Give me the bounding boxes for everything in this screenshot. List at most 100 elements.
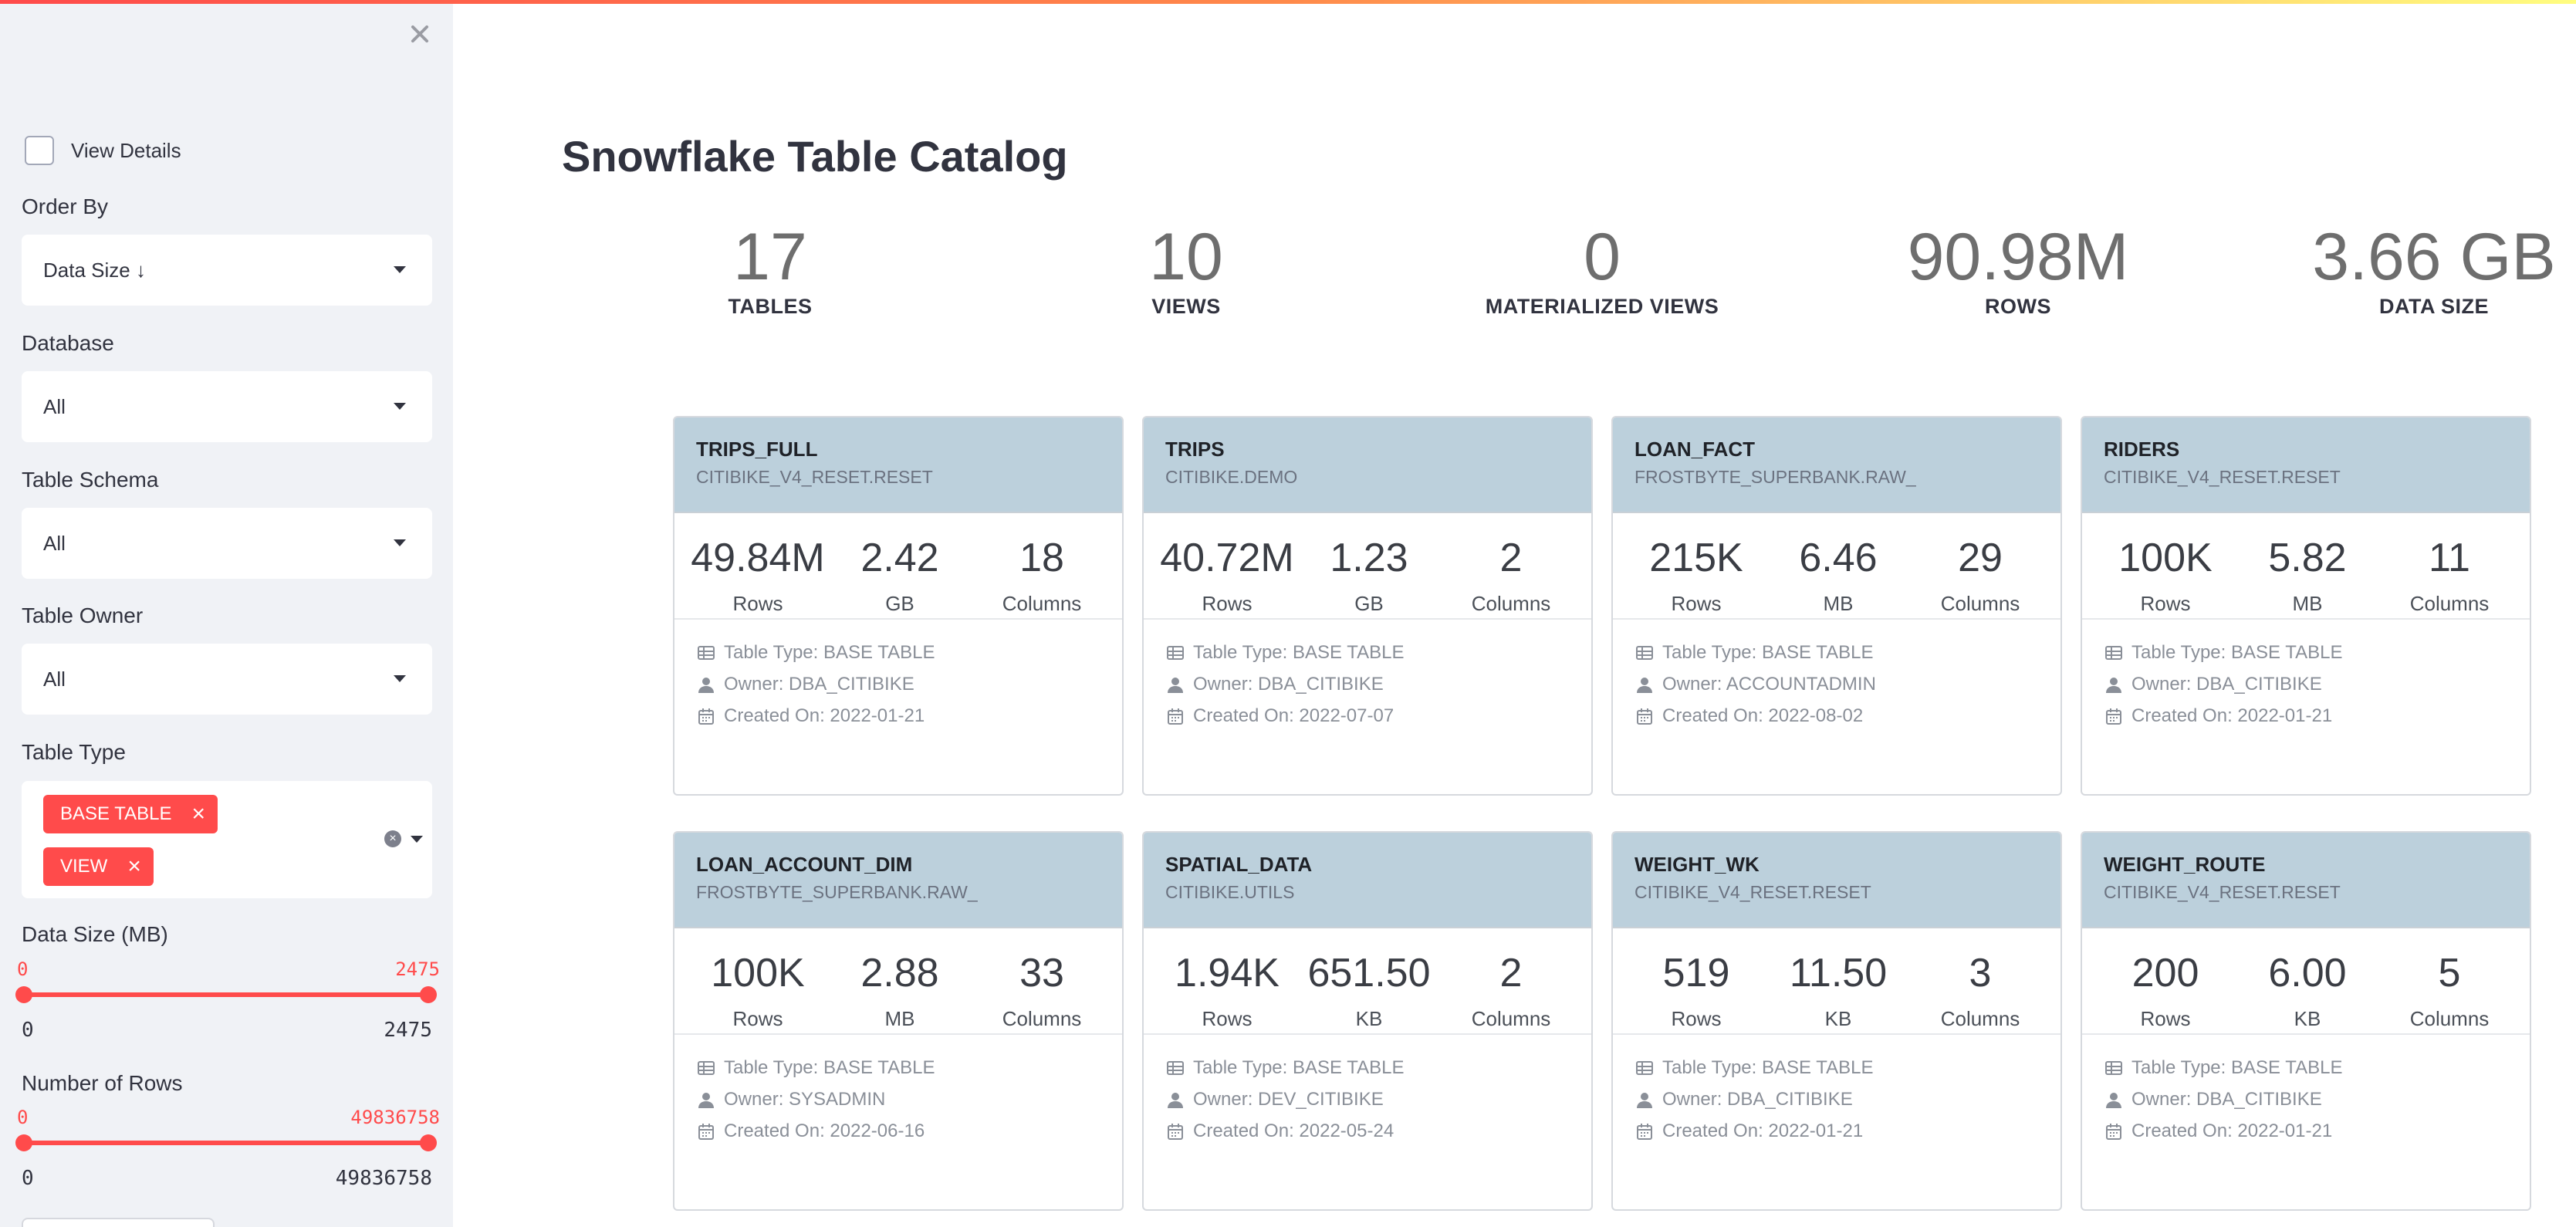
table-icon (2104, 643, 2124, 663)
stat-value: 3.66 GB (2312, 220, 2556, 294)
info-text: Created On: 2022-07-07 (1193, 705, 1394, 726)
metric-label: Columns (1002, 592, 1082, 615)
close-sidebar-button[interactable] (404, 19, 435, 49)
rows-range: 0 49836758 (22, 1167, 432, 1190)
metric-columns: 2 Columns (1442, 538, 1580, 616)
remove-tag-icon[interactable]: × (191, 801, 206, 826)
table-card[interactable]: LOAN_ACCOUNT_DIM FROSTBYTE_SUPERBANK.RAW_… (673, 831, 1124, 1211)
database-select[interactable]: All (22, 371, 432, 442)
tag-view[interactable]: VIEW × (43, 847, 154, 886)
range-min: 0 (22, 1019, 34, 1042)
number-of-rows-label: Number of Rows (22, 1071, 183, 1095)
metric-columns: 33 Columns (972, 953, 1111, 1031)
info-owner: Owner: DBA_CITIBIKE (1165, 668, 1405, 700)
metric-rows: 40.72M Rows (1158, 538, 1296, 616)
info-table-type: Table Type: BASE TABLE (1635, 1052, 1874, 1083)
metric-columns: 5 Columns (2380, 953, 2519, 1031)
stat-value: 10 (1149, 220, 1223, 294)
slider-min-value: 0 (17, 1107, 29, 1128)
table-card[interactable]: TRIPS_FULL CITIBIKE_V4_RESET.RESET 49.84M R… (673, 416, 1124, 796)
user-icon (1165, 674, 1185, 695)
metric-value: 5.82 (2268, 536, 2347, 580)
info-created: Created On: 2022-01-21 (696, 700, 935, 732)
info-text: Created On: 2022-01-21 (1662, 1120, 1864, 1141)
stat-views: 10 VIEWS (970, 224, 1402, 319)
slider-min-handle[interactable] (15, 1134, 32, 1151)
metric-value: 2 (1499, 951, 1523, 995)
metric-value: 1.23 (1330, 536, 1408, 580)
table-owner-value: All (43, 667, 66, 691)
slider-min-handle[interactable] (15, 986, 32, 1003)
metric-columns: 2 Columns (1442, 953, 1580, 1031)
card-header: SPATIAL_DATA CITIBIKE.UTILS (1144, 833, 1591, 928)
stat-materialized-views: 0 MATERIALIZED VIEWS (1386, 224, 1818, 319)
table-owner-select[interactable]: All (22, 644, 432, 715)
table-card[interactable]: SPATIAL_DATA CITIBIKE.UTILS 1.94K Rows 651.5… (1142, 831, 1593, 1211)
card-metrics: 40.72M Rows 1.23 GB 2 Columns (1144, 513, 1591, 620)
table-card[interactable]: WEIGHT_ROUTE CITIBIKE_V4_RESET.RESET 200 Ro… (2081, 831, 2531, 1211)
user-icon (2104, 1090, 2124, 1110)
metric-rows: 100K Rows (2096, 538, 2235, 616)
metric-label: GB (1354, 592, 1384, 615)
card-metrics: 100K Rows 2.88 MB 33 Columns (674, 928, 1122, 1035)
table-type-multiselect[interactable]: BASE TABLE × VIEW × × (22, 781, 432, 898)
metric-label: Rows (732, 592, 783, 615)
metric-label: Rows (2140, 592, 2191, 615)
table-schema-select[interactable]: All (22, 508, 432, 579)
info-text: Table Type: BASE TABLE (724, 641, 935, 663)
metric-columns: 11 Columns (2380, 538, 2519, 616)
calendar-icon (1165, 706, 1185, 726)
metric-columns: 29 Columns (1911, 538, 2050, 616)
info-text: Owner: DBA_CITIBIKE (1662, 1088, 1853, 1110)
table-card[interactable]: LOAN_FACT FROSTBYTE_SUPERBANK.RAW_ 215K Row… (1611, 416, 2062, 796)
clear-all-icon[interactable]: × (384, 830, 401, 847)
user-icon (696, 674, 716, 695)
metric-label: KB (2294, 1007, 2321, 1030)
metric-label: Columns (1471, 592, 1551, 615)
info-owner: Owner: DEV_CITIBIKE (1165, 1083, 1405, 1115)
info-owner: Owner: ACCOUNTADMIN (1635, 668, 1876, 700)
slider-max-handle[interactable] (420, 1134, 437, 1151)
metric-value: 3 (1969, 951, 1992, 995)
calendar-icon (1165, 1121, 1185, 1141)
metric-value: 6.46 (1799, 536, 1878, 580)
metric-value: 215K (1649, 536, 1743, 580)
metric-label: MB (2292, 592, 2323, 615)
range-max: 49836758 (335, 1167, 432, 1190)
info-text: Owner: ACCOUNTADMIN (1662, 673, 1876, 695)
view-details-checkbox[interactable] (25, 136, 54, 165)
rows-slider-values: 0 49836758 (17, 1107, 440, 1128)
view-details-checkbox-row[interactable]: View Details (25, 136, 181, 165)
remove-tag-icon[interactable]: × (127, 853, 141, 879)
table-name: TRIPS_FULL (696, 438, 818, 461)
card-metrics: 519 Rows 11.50 KB 3 Columns (1613, 928, 2060, 1035)
stat-data-size: 3.66 GB DATA SIZE (2218, 224, 2576, 319)
table-schema: CITIBIKE_V4_RESET.RESET (696, 467, 933, 487)
metric-value: 1.94K (1175, 951, 1280, 995)
tag-base-table[interactable]: BASE TABLE × (43, 795, 218, 833)
stat-value: 0 (1584, 220, 1621, 294)
table-card[interactable]: WEIGHT_WK CITIBIKE_V4_RESET.RESET 519 Rows 1… (1611, 831, 2062, 1211)
stat-label: TABLES (728, 295, 813, 318)
rows-slider[interactable] (15, 1134, 437, 1151)
card-header: LOAN_FACT FROSTBYTE_SUPERBANK.RAW_ (1613, 417, 2060, 513)
range-min: 0 (22, 1167, 34, 1190)
order-by-select[interactable]: Data Size ↓ (22, 235, 432, 306)
table-card[interactable]: TRIPS CITIBIKE.DEMO 40.72M Rows 1.23 GB 2 Colum… (1142, 416, 1593, 796)
chevron-down-icon[interactable] (411, 836, 423, 843)
chevron-down-icon (394, 266, 406, 273)
calendar-icon (1635, 1121, 1655, 1141)
info-created: Created On: 2022-05-24 (1165, 1115, 1405, 1147)
metric-value: 2.42 (860, 536, 939, 580)
table-card[interactable]: RIDERS CITIBIKE_V4_RESET.RESET 100K Rows 5.8… (2081, 416, 2531, 796)
info-text: Owner: DEV_CITIBIKE (1193, 1088, 1384, 1110)
user-icon (1635, 1090, 1655, 1110)
slider-max-handle[interactable] (420, 986, 437, 1003)
card-metrics: 100K Rows 5.82 MB 11 Columns (2082, 513, 2530, 620)
metric-label: Rows (1671, 1007, 1722, 1030)
info-created: Created On: 2022-06-16 (696, 1115, 935, 1147)
metric-size: 2.88 MB (830, 953, 969, 1031)
metric-value: 29 (1958, 536, 2003, 580)
sidebar-button[interactable] (22, 1218, 215, 1227)
data-size-slider[interactable] (15, 986, 437, 1003)
